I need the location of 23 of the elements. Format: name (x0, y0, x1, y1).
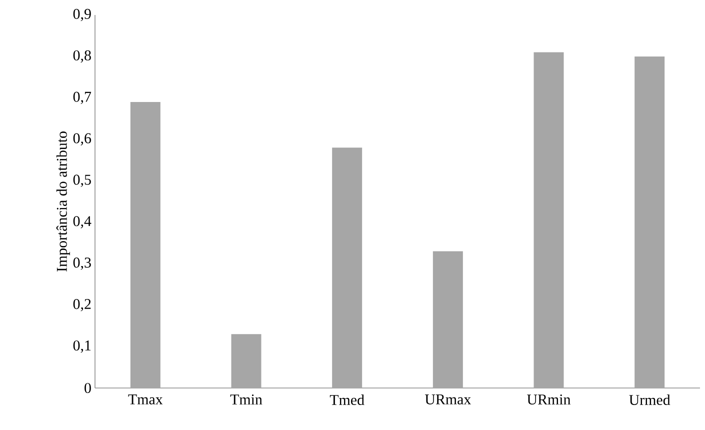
y-tick-label: 0 (84, 382, 91, 394)
x-tick-label: Urmed (629, 394, 670, 406)
bar (432, 251, 463, 388)
bar (231, 334, 262, 388)
y-tick-label: 0,9 (73, 8, 91, 22)
y-tick-label: 0,7 (73, 92, 92, 104)
bar (130, 102, 160, 388)
x-tick-label: URmax (424, 394, 471, 404)
x-tick-label: Tmed (330, 394, 364, 406)
y-tick-label: 0,1 (73, 340, 91, 353)
bar (534, 52, 564, 388)
y-tick-label: 0,2 (73, 298, 91, 312)
x-tick-label: Tmin (230, 394, 262, 404)
bar (332, 148, 362, 388)
x-tick-label: URmin (527, 394, 571, 405)
y-tick-label: 0,6 (73, 133, 92, 146)
y-tick-label: 0,3 (73, 258, 91, 270)
y-tick-label: 0,8 (73, 50, 91, 63)
y-tick-label: 0,4 (73, 216, 92, 228)
y-axis-title: Importância do atributo (56, 132, 70, 272)
x-tick-label: Tmax (128, 394, 163, 404)
y-tick-label: 0,5 (73, 174, 91, 187)
bar (634, 56, 665, 388)
